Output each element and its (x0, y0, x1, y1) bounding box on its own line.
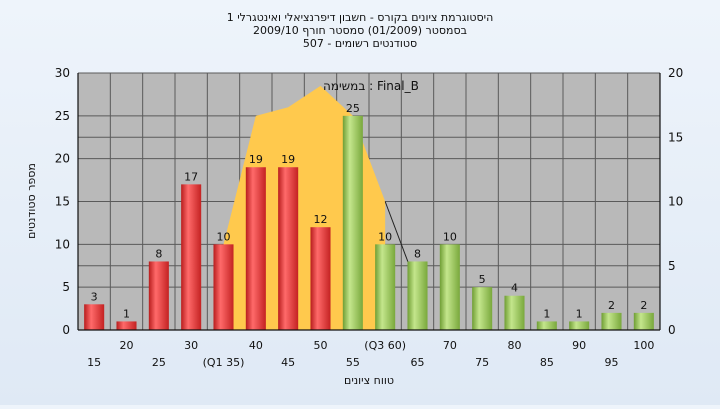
title-line-1: היסטוגרמת ציונים בקורס - חשבון דיפרנציאל… (227, 11, 494, 24)
x-tick-label-0: 15 (87, 356, 101, 369)
bar-17 (633, 312, 654, 330)
y2-tick-label-2: 10 (668, 195, 683, 209)
data-label-7: 12 (314, 213, 328, 226)
x-tick-label-11: 70 (443, 339, 457, 352)
y2-tick-label-0: 0 (668, 323, 676, 337)
bar-8 (342, 115, 363, 330)
bar-11 (439, 244, 460, 330)
x-tick-label-9: (Q3 60) (364, 339, 406, 352)
bar-3 (181, 184, 202, 330)
y-tick-label-0: 0 (62, 323, 70, 337)
y-axis-title: מספר סטודנטים (25, 163, 38, 239)
data-label-16: 2 (608, 299, 615, 312)
data-label-11: 10 (443, 230, 457, 243)
x-tick-label-12: 75 (475, 356, 489, 369)
data-label-5: 19 (249, 153, 263, 166)
x-tick-label-2: 25 (152, 356, 166, 369)
x-tick-label-14: 85 (540, 356, 554, 369)
x-tick-label-1: 20 (120, 339, 134, 352)
data-label-14: 1 (543, 307, 550, 320)
overlay-series-label: במשימה : Final_B (323, 79, 419, 93)
data-label-17: 2 (640, 299, 647, 312)
data-label-12: 5 (479, 273, 486, 286)
x-tick-label-3: 30 (184, 339, 198, 352)
data-label-2: 8 (155, 247, 162, 260)
data-label-13: 4 (511, 282, 518, 295)
bar-13 (504, 295, 525, 330)
x-tick-label-8: 55 (346, 356, 360, 369)
chart-titles: היסטוגרמת ציונים בקורס - חשבון דיפרנציאל… (227, 11, 494, 50)
x-tick-label-16: 95 (605, 356, 619, 369)
x-axis-title: טווח ציונים (344, 374, 394, 387)
bar-1 (116, 321, 137, 330)
bar-0 (84, 304, 105, 330)
title-line-3: סטודנטים רשומים - 507 (303, 37, 417, 50)
y2-tick-label-1: 5 (668, 259, 676, 273)
bar-6 (278, 167, 299, 330)
data-label-0: 3 (91, 290, 98, 303)
bar-4 (213, 244, 234, 330)
x-tick-label-10: 65 (411, 356, 425, 369)
y-tick-label-4: 20 (55, 152, 70, 166)
x-tick-label-4: (Q1 35) (203, 356, 245, 369)
y-tick-label-6: 30 (55, 66, 70, 80)
y2-tick-label-4: 20 (668, 66, 683, 80)
y-tick-label-5: 25 (55, 109, 70, 123)
data-label-1: 1 (123, 307, 130, 320)
bar-12 (472, 287, 493, 330)
x-tick-label-15: 90 (572, 339, 586, 352)
y-tick-label-3: 15 (55, 195, 70, 209)
bar-10 (407, 261, 428, 330)
x-tick-label-7: 50 (314, 339, 328, 352)
data-label-15: 1 (576, 307, 583, 320)
x-tick-label-5: 40 (249, 339, 263, 352)
bar-9 (375, 244, 396, 330)
x-tick-label-17: 100 (633, 339, 654, 352)
data-label-4: 10 (217, 230, 231, 243)
x-tick-label-13: 80 (508, 339, 522, 352)
data-label-9: 10 (378, 230, 392, 243)
data-label-10: 8 (414, 247, 421, 260)
data-label-3: 17 (184, 170, 198, 183)
x-tick-label-6: 45 (281, 356, 295, 369)
bar-5 (245, 167, 266, 330)
y-tick-label-1: 5 (62, 280, 70, 294)
data-label-8: 25 (346, 102, 360, 115)
data-label-6: 19 (281, 153, 295, 166)
bar-16 (601, 312, 622, 330)
y-tick-label-2: 10 (55, 237, 70, 251)
bar-2 (148, 261, 169, 330)
bar-7 (310, 227, 331, 330)
title-line-2: בסמסטר (01/2009) סמסטר חורף 2009/10 (253, 24, 467, 37)
bar-14 (536, 321, 557, 330)
bar-15 (569, 321, 590, 330)
y2-tick-label-3: 15 (668, 130, 683, 144)
